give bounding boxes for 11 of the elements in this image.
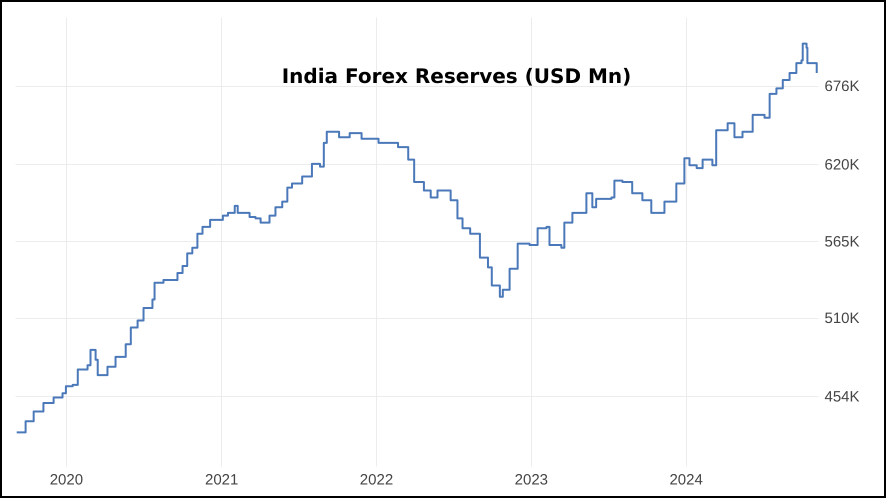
- y-tick-label: 454K: [824, 388, 860, 406]
- text: India Forex Reserves (USD Mn): [282, 64, 632, 88]
- x-tick-label: 2021: [204, 472, 238, 488]
- y-tick-label: 565K: [824, 233, 860, 250]
- x-tick-label: 2022: [360, 472, 394, 488]
- x-tick-label: 2023: [514, 472, 548, 488]
- y-tick-label: 510K: [824, 310, 860, 328]
- x-tick-label: 2024: [669, 472, 703, 488]
- y-tick-label: 676K: [824, 78, 860, 96]
- y-tick-label: 620K: [824, 156, 860, 174]
- x-tick-label: 2020: [50, 472, 84, 488]
